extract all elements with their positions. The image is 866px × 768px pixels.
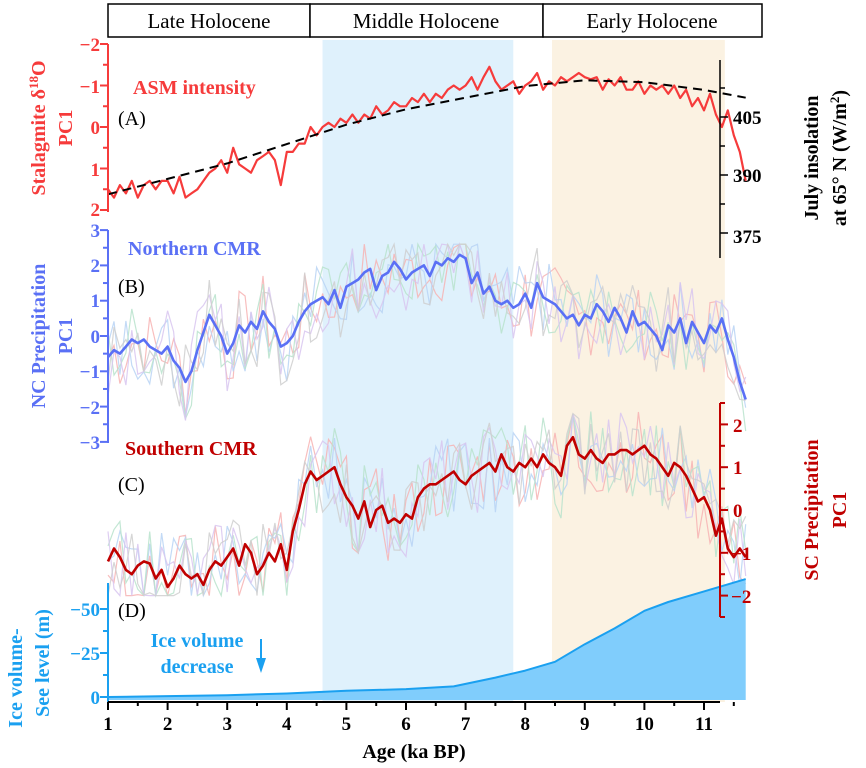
x-axis: 1 2 3 4 5 6 7 8 9 10 11 Age (ka BP) [103,701,735,763]
period-label-late: Late Holocene [147,9,270,33]
tick-a-4: 2 [91,200,101,221]
background-record-line [107,412,747,597]
tick-d-0: −50 [70,600,100,621]
series-layer [106,65,747,700]
axis-b-left-title-2: PC1 [55,318,77,355]
x-tick-label: 9 [580,714,590,735]
background-record-line [107,241,747,421]
series-label-asm: ASM intensity [133,77,256,99]
tick-a-3: 1 [91,160,101,181]
series-label-ice-2: decrease [161,656,234,678]
axis-d-left-title-2: See level (m) [32,609,54,717]
axis-d-left: −50 −25 0 Ice volume- See level (m) [5,583,109,728]
axis-c-ticks [720,402,728,618]
x-tick-label: 7 [461,714,471,735]
axis-a-right-ticks [720,87,728,234]
tick-a-1: −1 [80,77,100,98]
axis-a-left-title-2: PC1 [55,110,77,147]
x-tick-label: 6 [401,714,411,735]
tick-a-0: −2 [80,35,100,56]
sc-precipitation-line [106,435,747,589]
axis-c-right-title-1: SC Precipitation [801,439,823,580]
ice-volume-area [108,579,746,700]
axis-b-left-title-1: NC Precipitation [28,264,50,409]
tick-b-6: −3 [80,433,100,454]
nc-precipitation-line [107,253,747,400]
period-label-early: Early Holocene [586,9,717,33]
axis-a-left: −2 −1 0 1 2 Stalagmite δ18O PC1 [26,35,109,221]
tick-ins-1: 390 [733,166,762,187]
shaded-bands [322,40,725,702]
panel-label-c: (C) [118,474,145,496]
panel-label-d: (D) [118,600,146,622]
tick-b-0: 3 [91,221,101,242]
period-box-early [542,3,763,38]
tick-b-2: 1 [91,291,101,312]
background-record-line [107,242,746,407]
background-record-line [107,414,747,598]
tick-ins-2: 375 [733,227,762,248]
axis-a-left-title-1: Stalagmite δ18O [26,60,51,195]
tick-b-1: 2 [91,256,101,277]
panel-label-a: (A) [118,108,146,130]
x-axis-ticks: 1 2 3 4 5 6 7 8 9 10 11 [103,702,735,735]
axis-c-right-title-2: PC1 [829,492,851,529]
background-record-line [107,242,747,417]
tick-c-2: 0 [733,501,743,522]
tick-d-2: 0 [91,688,101,709]
series-label-scmr: Southern CMR [125,438,257,460]
panel-label-b: (B) [118,276,145,298]
background-records [107,241,747,598]
tick-c-4: −2 [731,587,751,608]
ice-volume-line [107,578,746,698]
tick-c-0: 2 [733,416,743,437]
axis-a-ticks [100,43,108,211]
axis-b-left: 3 2 1 0 −1 −2 −3 NC Precipitation PC1 [28,221,109,454]
series-label-ncmr: Northern CMR [128,238,261,260]
axis-a-right-title-1: July insolation [801,95,823,220]
background-record-line [107,411,747,598]
tick-ins-0: 405 [733,108,762,129]
down-arrow-icon [256,639,266,673]
tick-c-3: −1 [731,544,751,565]
tick-d-1: −25 [70,644,100,665]
x-tick-label: 10 [635,714,654,735]
axis-d-left-title-1: Ice volume- [5,628,27,727]
x-tick-label: 11 [695,714,713,735]
tick-b-3: 0 [91,327,101,348]
tick-b-5: −2 [80,398,100,419]
period-label-middle: Middle Holocene [353,9,499,33]
x-axis-title: Age (ka BP) [362,741,465,763]
x-tick-label: 1 [103,714,113,735]
x-tick-label: 3 [222,714,232,735]
x-tick-label: 2 [163,714,173,735]
insolation-line [107,79,746,196]
series-label-ice-1: Ice volume [151,630,244,652]
axis-a-right-title-2: at 65° N (W/m2) [827,90,852,226]
period-header: Late Holocene Middle Holocene Early Holo… [107,3,763,38]
middle-band [322,40,514,702]
axis-a-right: 405 390 375 July insolation at 65° N (W/… [719,60,852,258]
axis-c-right: 2 1 0 −1 −2 SC Precipitation PC1 [719,402,851,618]
x-tick-label: 8 [520,714,530,735]
stalagmite-line [107,65,747,199]
axis-d-ticks [100,608,108,698]
background-record-line [107,242,747,432]
early-band [552,40,725,702]
tick-b-4: −1 [80,362,100,383]
x-tick-label: 5 [342,714,352,735]
tick-c-1: 1 [733,458,743,479]
x-tick-label: 4 [282,714,292,735]
axis-b-ticks [100,229,108,443]
tick-a-2: 0 [91,118,101,139]
